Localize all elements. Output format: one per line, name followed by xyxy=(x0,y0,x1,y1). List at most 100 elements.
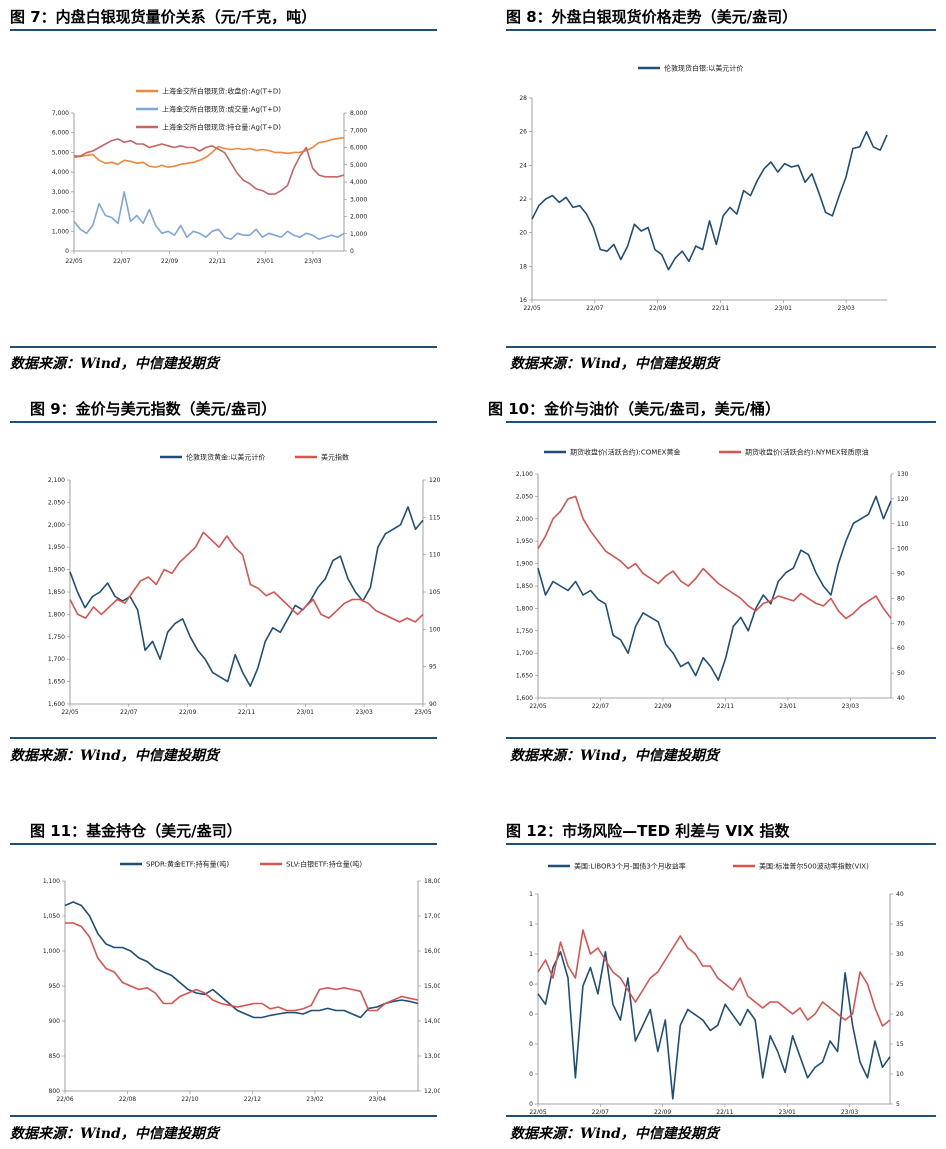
y-tick-label: 850 xyxy=(49,1053,61,1060)
y2-tick-label: 40 xyxy=(896,891,904,898)
y-tick-label: 0 xyxy=(65,248,69,255)
series-line-2 xyxy=(69,531,424,623)
y-tick-label: 28 xyxy=(519,95,527,102)
y2-tick-label: 1,000 xyxy=(350,231,367,238)
y2-tick-label: 15,000 xyxy=(424,983,440,990)
x-tick-label: 22/09 xyxy=(649,305,666,312)
figure-9-title-rule xyxy=(10,421,437,423)
x-tick-label: 23/05 xyxy=(414,709,431,716)
x-tick-label: 22/06 xyxy=(56,1096,73,1103)
y2-tick-label: 12,000 xyxy=(424,1088,440,1095)
figure-9-chart: 1,600 1,650 1,700 1,750 1,800 1,850 1,900 1,950… xyxy=(48,453,440,717)
y2-tick-label: 13,000 xyxy=(424,1053,440,1060)
series-line-3 xyxy=(74,138,345,195)
legend-label: 美元指数 xyxy=(321,453,349,462)
series-line-1 xyxy=(64,901,419,1019)
series-line-2 xyxy=(537,929,891,1027)
y2-tick-label: 5,000 xyxy=(350,162,367,169)
y-tick-label: 2,050 xyxy=(48,499,65,506)
y-tick-label: 18 xyxy=(519,263,527,270)
x-tick-label: 22/10 xyxy=(181,1096,198,1103)
y-tick-label: 1,600 xyxy=(516,695,533,702)
y-tick-label: 2,000 xyxy=(48,522,65,529)
y-tick-label: 16 xyxy=(519,297,527,304)
y-tick-label: 1,650 xyxy=(48,679,65,686)
x-tick-label: 23/03 xyxy=(841,1109,858,1114)
y2-tick-label: 0 xyxy=(350,248,354,255)
y-tick-label: 3,000 xyxy=(52,189,69,196)
legend-label: 伦敦现货黄金:以美元计价 xyxy=(186,453,265,462)
legend-label: 上海金交所白银现货:持仓量:Ag(T+D) xyxy=(162,123,281,132)
x-tick-label: 22/07 xyxy=(592,703,609,710)
y-tick-label: 0 xyxy=(529,1011,533,1018)
y2-tick-label: 15 xyxy=(896,1041,904,1048)
y-tick-label: 2,000 xyxy=(52,209,69,216)
y2-tick-label: 3,000 xyxy=(350,196,367,203)
y2-tick-label: 35 xyxy=(896,921,904,928)
x-tick-label: 22/07 xyxy=(113,258,130,265)
figure-7-source: 数据来源：Wind，中信建投期货 xyxy=(10,356,219,372)
y2-tick-label: 14,000 xyxy=(424,1018,440,1025)
y2-tick-label: 100 xyxy=(897,546,909,553)
figure-8-chart: 16 18 20 22 24 26 28 22/05 22/07 22/09 22/11 23/01 2… xyxy=(519,64,888,312)
figure-10-title: 图 10：金价与油价（美元/盎司，美元/桶） xyxy=(488,400,781,418)
legend-label: 伦敦现货白银:以美元计价 xyxy=(664,64,743,73)
legend-label: 上海金交所白银现货:成交量:Ag(T+D) xyxy=(162,105,281,114)
y2-tick-label: 110 xyxy=(897,521,909,528)
y-tick-label: 1,850 xyxy=(516,583,533,590)
y2-tick-label: 40 xyxy=(897,695,905,702)
figure-10-chart: 1,600 1,650 1,700 1,750 1,800 1,850 1,900 1,950… xyxy=(516,448,909,711)
x-tick-label: 23/01 xyxy=(775,305,792,312)
figure-8-title-rule xyxy=(506,29,936,31)
x-tick-label: 22/05 xyxy=(529,703,546,710)
figure-11-title-rule xyxy=(10,843,437,845)
y2-tick-label: 20 xyxy=(896,1011,904,1018)
y-tick-label: 2,000 xyxy=(516,516,533,523)
y2-tick-label: 90 xyxy=(429,701,437,708)
figure-8-source: 数据来源：Wind，中信建投期货 xyxy=(510,356,719,372)
y-tick-label: 2,100 xyxy=(516,471,533,478)
series-line-1 xyxy=(531,130,888,271)
y-tick-label: 1,950 xyxy=(516,538,533,545)
x-tick-label: 22/11 xyxy=(712,305,729,312)
y-tick-label: 1,800 xyxy=(48,611,65,618)
figure-8-title: 图 8：外盘白银现货价格走势（美元/盎司） xyxy=(506,8,798,26)
figure-12-source-rule xyxy=(506,1115,936,1117)
figure-9-title: 图 9：金价与美元指数（美元/盎司） xyxy=(30,400,277,418)
y2-tick-label: 7,000 xyxy=(350,127,367,134)
x-tick-label: 22/07 xyxy=(120,709,137,716)
y-tick-label: 1,700 xyxy=(516,650,533,657)
y2-tick-label: 110 xyxy=(429,552,440,559)
y2-tick-label: 8,000 xyxy=(350,110,367,117)
series-line-1 xyxy=(69,506,424,687)
y-tick-label: 1 xyxy=(529,921,533,928)
y-tick-label: 1,100 xyxy=(43,878,60,885)
y-tick-label: 24 xyxy=(519,162,527,169)
y2-tick-label: 80 xyxy=(897,595,905,602)
y2-tick-label: 10 xyxy=(896,1071,904,1078)
x-tick-label: 23/03 xyxy=(838,305,855,312)
figure-11-source-rule xyxy=(10,1115,437,1117)
figure-7-source-rule xyxy=(10,346,437,348)
y-tick-label: 900 xyxy=(49,1018,61,1025)
y2-tick-label: 6,000 xyxy=(350,145,367,152)
x-tick-label: 23/03 xyxy=(356,709,373,716)
y-tick-label: 1,050 xyxy=(43,913,60,920)
y2-tick-label: 70 xyxy=(897,620,905,627)
y-tick-label: 950 xyxy=(49,983,61,990)
y-tick-label: 0 xyxy=(529,1071,533,1078)
y-tick-label: 1,900 xyxy=(48,567,65,574)
y2-tick-label: 50 xyxy=(897,670,905,677)
figure-10-source-rule xyxy=(506,737,936,739)
y2-tick-label: 100 xyxy=(429,626,440,633)
series-line-2 xyxy=(537,495,892,620)
y-tick-label: 1,900 xyxy=(516,561,533,568)
legend-label: SLV:白银ETF:持仓量(吨) xyxy=(286,860,362,869)
legend-label: 美国:LIBOR3个月-国债3个月收益率 xyxy=(574,862,686,871)
legend-label: 期货收盘价(活跃合约):NYMEX轻质原油 xyxy=(745,448,869,457)
figure-12-title: 图 12：市场风险—TED 利差与 VIX 指数 xyxy=(506,822,790,840)
figure-7-chart: 0 1,000 2,000 3,000 4,000 5,000 6,000 7,000 0 1,0… xyxy=(52,87,368,266)
series-line-1 xyxy=(537,951,891,1100)
y-tick-label: 1,650 xyxy=(516,673,533,680)
